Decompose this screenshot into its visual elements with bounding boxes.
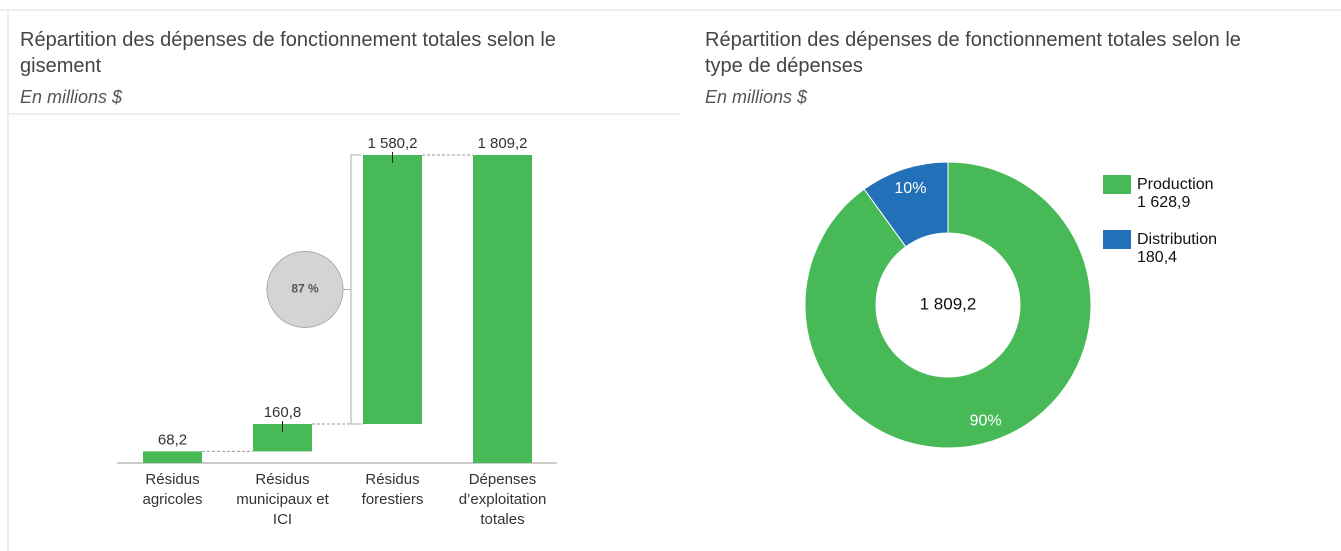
x-tick-label: Dépenses d’exploitation totales [458, 471, 547, 528]
chart-subtitle: En millions $ [705, 87, 808, 107]
x-tick-label: Résidus agricoles [142, 471, 203, 508]
x-tick-label: Résidus municipaux et ICI [236, 471, 329, 528]
bar [473, 155, 532, 463]
legend-label: Production [1137, 176, 1214, 193]
legend-label: Distribution [1137, 231, 1217, 248]
slice [863, 161, 949, 248]
slice-label: 10% [894, 180, 926, 197]
value-label: 1 580,2 [367, 135, 417, 152]
bar [363, 155, 422, 425]
legend-swatch [1103, 175, 1131, 194]
slice-label: 90% [970, 412, 1002, 429]
bar [143, 451, 202, 463]
legend-swatch [1103, 230, 1131, 249]
annotation: 87 % [291, 282, 319, 296]
slice [804, 161, 1092, 449]
chart-title: Répartition des dépenses de fonctionneme… [705, 29, 1241, 77]
value-label: 1 809,2 [477, 135, 527, 152]
bracket [350, 154, 361, 425]
value-label: 68,2 [158, 431, 187, 448]
chart-subtitle: En millions $ [20, 87, 123, 107]
chart-title: Répartition des dépenses de fonctionneme… [20, 29, 556, 77]
value-label: 160,8 [264, 404, 302, 421]
donut-total: 1 809,2 [920, 294, 977, 313]
x-tick-label: Résidus forestiers [361, 471, 424, 508]
legend-value: 1 628,9 [1137, 194, 1190, 211]
annotation-circle [266, 251, 344, 329]
legend-value: 180,4 [1137, 249, 1177, 266]
